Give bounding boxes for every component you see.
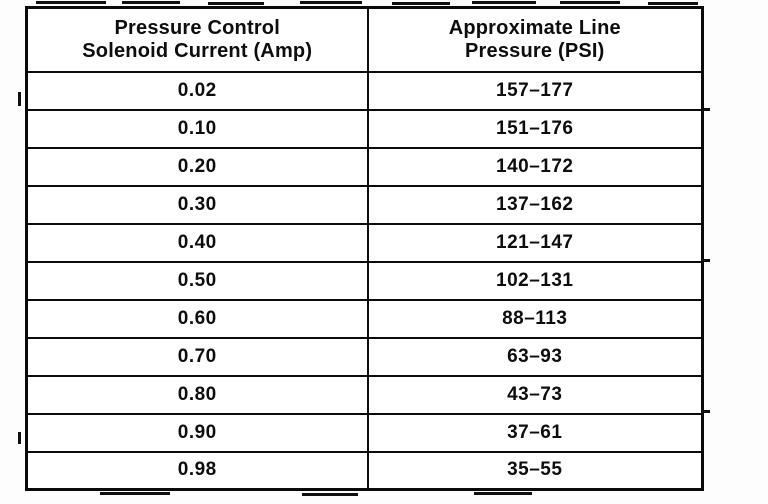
table-row: 0.80 43–73 (25, 374, 704, 415)
psi-value: 35–55 (366, 450, 704, 491)
psi-value: 140–172 (366, 146, 704, 187)
scan-artifact (560, 1, 620, 4)
amp-value: 0.40 (25, 222, 369, 263)
table-row: 0.70 63–93 (25, 336, 704, 377)
scan-artifact (100, 492, 170, 495)
scan-artifact (300, 1, 362, 4)
amp-value: 0.20 (25, 146, 369, 187)
scan-artifact (648, 2, 698, 5)
psi-value: 151–176 (366, 108, 704, 149)
amp-value: 0.50 (25, 260, 369, 301)
table-row: 0.98 35–55 (25, 450, 704, 491)
col-header-line-pressure: Approximate Line Pressure (PSI) (366, 6, 704, 73)
scan-artifact (18, 92, 21, 106)
scan-artifact (208, 2, 264, 5)
table-row: 0.30 137–162 (25, 184, 704, 225)
psi-value: 137–162 (366, 184, 704, 225)
table-row: 0.90 37–61 (25, 412, 704, 453)
header-line: Approximate Line (448, 16, 621, 39)
table-row: 0.50 102–131 (25, 260, 704, 301)
scan-artifact (702, 259, 710, 262)
scan-artifact (302, 493, 358, 496)
psi-value: 88–113 (366, 298, 704, 339)
table-row: 0.40 121–147 (25, 222, 704, 263)
amp-value: 0.90 (25, 412, 369, 453)
psi-value: 102–131 (366, 260, 704, 301)
table-header: Pressure Control Solenoid Current (Amp) … (25, 6, 704, 73)
header-row: Pressure Control Solenoid Current (Amp) … (25, 6, 704, 73)
header-line: Solenoid Current (Amp) (82, 39, 313, 62)
amp-value: 0.80 (25, 374, 369, 415)
amp-value: 0.30 (25, 184, 369, 225)
header-line: Pressure Control (114, 16, 280, 39)
scan-artifact (472, 1, 536, 4)
amp-value: 0.70 (25, 336, 369, 377)
scan-artifact (702, 108, 710, 111)
scan-artifact (122, 1, 180, 4)
psi-value: 121–147 (366, 222, 704, 263)
amp-value: 0.10 (25, 108, 369, 149)
table-body: 0.02 157–177 0.10 151–176 0.20 140–172 0… (25, 70, 704, 491)
psi-value: 37–61 (366, 412, 704, 453)
scan-artifact (392, 2, 450, 5)
table-row: 0.02 157–177 (25, 70, 704, 111)
scan-artifact (36, 1, 106, 4)
header-line: Pressure (PSI) (464, 39, 605, 62)
psi-value: 43–73 (366, 374, 704, 415)
col-header-solenoid-current: Pressure Control Solenoid Current (Amp) (25, 6, 369, 73)
amp-value: 0.60 (25, 298, 369, 339)
pressure-spec-table: Pressure Control Solenoid Current (Amp) … (25, 6, 704, 491)
psi-value: 63–93 (366, 336, 704, 377)
scan-artifact (474, 492, 532, 495)
table-row: 0.10 151–176 (25, 108, 704, 149)
scan-artifact (18, 432, 21, 444)
amp-value: 0.98 (25, 450, 369, 491)
amp-value: 0.02 (25, 70, 369, 111)
table-row: 0.60 88–113 (25, 298, 704, 339)
psi-value: 157–177 (366, 70, 704, 111)
scan-artifact (702, 410, 710, 413)
table-row: 0.20 140–172 (25, 146, 704, 187)
